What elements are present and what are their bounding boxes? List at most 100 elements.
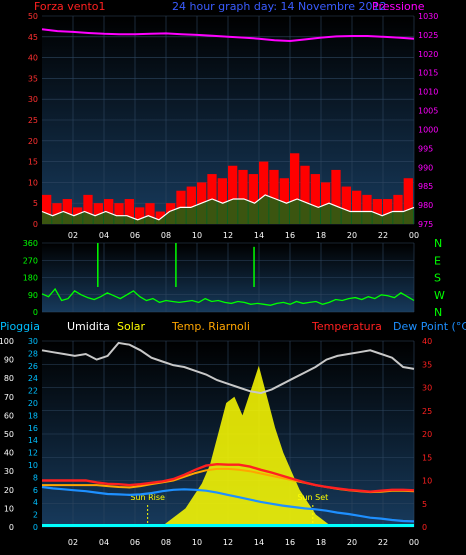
header-temp-riarnoli: Temp. Riarnoli: [172, 320, 250, 333]
wind-bar: [145, 203, 155, 224]
x-tick-label: 20: [347, 538, 357, 547]
wind-bar: [217, 178, 227, 224]
x-tick-label: 16: [285, 231, 295, 240]
wind-tick-label: 30: [28, 95, 38, 104]
x-tick-label: 08: [161, 538, 171, 547]
sun-rise-label: Sun Rise: [130, 493, 165, 502]
rain-tick-label: 16: [28, 424, 38, 433]
temperature-tick-label: 15: [422, 453, 432, 462]
wind-bar: [372, 199, 382, 224]
wind-bar: [83, 194, 93, 224]
wind-bar: [62, 199, 72, 224]
header-umidita: Umidita: [67, 320, 110, 333]
compass-label: E: [434, 254, 441, 267]
x-tick-label: 08: [161, 231, 171, 240]
rain-tick-label: 28: [28, 349, 38, 358]
wind-bar: [259, 161, 269, 224]
temperature-line: [42, 462, 415, 493]
rain-tick-label: 30: [28, 337, 38, 346]
dew-point-line: [41, 485, 415, 523]
average-wind-area: [42, 194, 414, 224]
wind-bar: [310, 174, 320, 224]
temperature-tick-label: 0: [422, 523, 427, 532]
x-tick-label: 18: [316, 538, 326, 547]
wind-bar: [403, 178, 413, 224]
wind-bar: [279, 178, 289, 224]
header-solar: Solar: [117, 320, 146, 333]
rain-tick-label: 6: [33, 486, 38, 495]
rain-tick-label: 0: [33, 523, 38, 532]
temperature-tick-label: 25: [422, 407, 432, 416]
wind-tick-label: 50: [28, 12, 38, 21]
rain-tick-label: 8: [33, 473, 38, 482]
pressure-tick-label: 1010: [418, 88, 438, 97]
humidity-tick-label: 30: [4, 467, 14, 476]
wind-bar: [155, 211, 165, 224]
compass-label: S: [434, 272, 441, 285]
header-pioggia: Pioggia: [0, 320, 40, 333]
pressure-tick-label: 975: [418, 220, 433, 229]
wind-tick-label: 35: [28, 74, 38, 83]
x-tick-label: 14: [254, 231, 264, 240]
temperature-tick-label: 5: [422, 500, 427, 509]
temperature-tick-label: 20: [422, 430, 432, 439]
compass-label: W: [434, 289, 445, 302]
x-tick-label: 12: [223, 538, 233, 547]
direction-tick-label: 360: [23, 239, 38, 248]
x-tick-label: 06: [130, 231, 140, 240]
x-tick-label: 04: [99, 231, 109, 240]
humidity-tick-label: 10: [4, 504, 14, 513]
rain-tick-label: 14: [28, 436, 38, 445]
rain-tick-label: 26: [28, 362, 38, 371]
header-title: 24 hour graph day: 14 Novembre 2012: [172, 0, 387, 13]
wind-bar: [341, 186, 351, 224]
humidity-tick-label: 70: [4, 393, 14, 402]
pressure-tick-label: 1000: [418, 125, 438, 134]
header-forza-vento: Forza vento1: [34, 0, 106, 13]
wind-bar: [300, 165, 310, 224]
wind-bar: [124, 199, 134, 224]
wind-bar: [362, 194, 372, 224]
humidity-tick-label: 50: [4, 430, 14, 439]
wind-bar: [93, 203, 103, 224]
x-tick-label: 00: [409, 538, 419, 547]
wind-bar: [269, 169, 279, 224]
direction-tick-label: 180: [23, 274, 38, 283]
rain-tick-label: 4: [33, 498, 38, 507]
solar-area: [161, 365, 333, 527]
pressure-tick-label: 990: [418, 163, 433, 172]
x-tick-label: 22: [378, 231, 388, 240]
x-tick-label: 02: [68, 231, 78, 240]
wind-bar: [42, 194, 52, 224]
rain-tick-label: 20: [28, 399, 38, 408]
wind-tick-label: 45: [28, 33, 38, 42]
wind-tick-label: 25: [28, 116, 38, 125]
wind-tick-label: 5: [33, 199, 38, 208]
wind-tick-label: 40: [28, 54, 38, 63]
header-dew-point: Dew Point (°C): [393, 320, 466, 333]
humidity-tick-label: 100: [0, 337, 14, 346]
rain-tick-label: 12: [28, 449, 38, 458]
wind-direction-line: [41, 287, 415, 306]
wind-bar: [186, 186, 196, 224]
x-tick-label: 14: [254, 538, 264, 547]
pressure-tick-label: 980: [418, 201, 433, 210]
temperature-tick-label: 30: [422, 384, 432, 393]
rain-tick-label: 24: [28, 374, 38, 383]
wind-bar: [135, 207, 145, 224]
x-tick-label: 06: [130, 538, 140, 547]
humidity-tick-label: 40: [4, 449, 14, 458]
pressure-line: [41, 28, 415, 43]
direction-tick-label: 90: [28, 291, 38, 300]
average-wind-line: [41, 194, 415, 221]
wind-bar: [104, 199, 114, 224]
rain-tick-label: 22: [28, 387, 38, 396]
compass-label: N: [434, 237, 442, 250]
wind-bar: [114, 203, 124, 224]
x-tick-label: 12: [223, 231, 233, 240]
temperature-tick-label: 10: [422, 477, 432, 486]
wind-bar: [321, 182, 331, 224]
sun-set-label: Sun Set: [297, 493, 328, 502]
wind-tick-label: 0: [33, 220, 38, 229]
